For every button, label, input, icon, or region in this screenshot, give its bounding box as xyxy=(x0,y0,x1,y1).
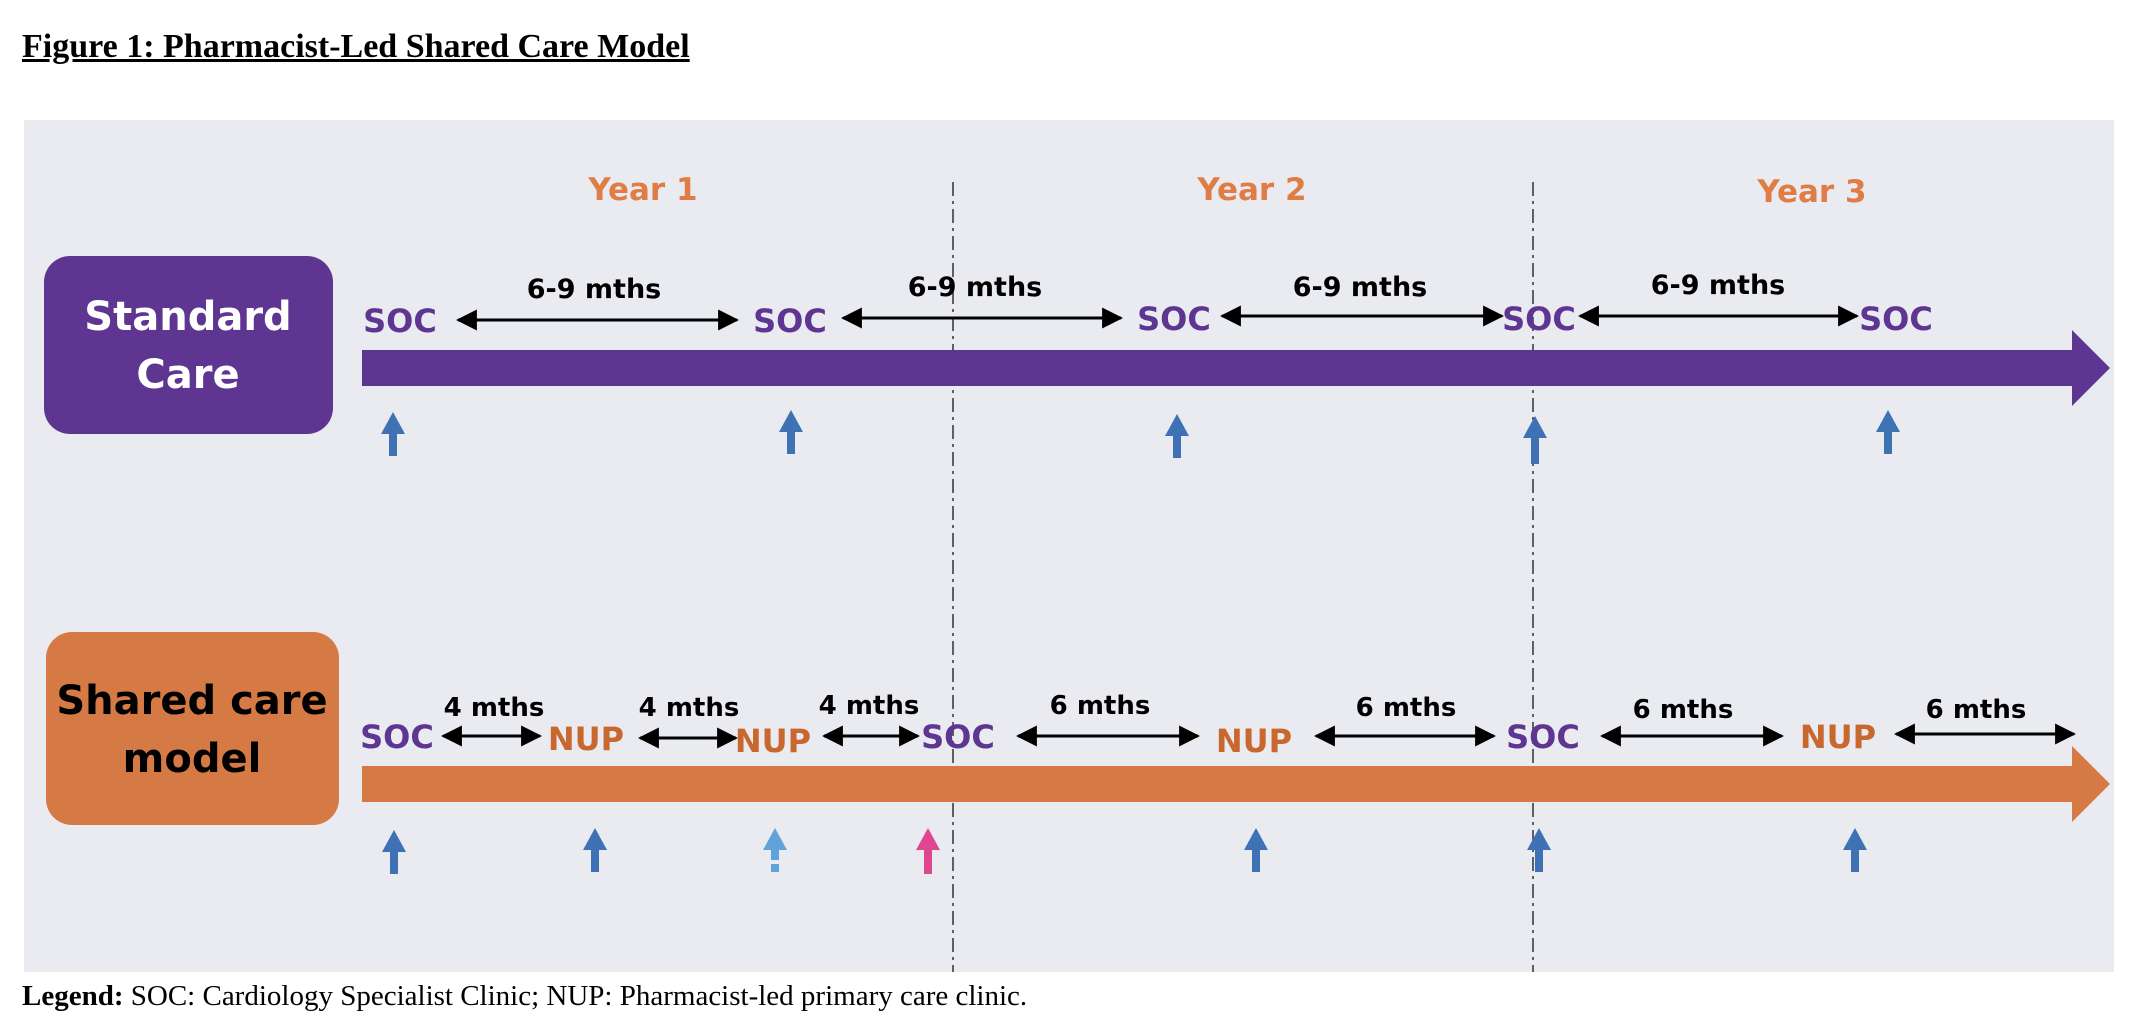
shared-interval-label-4: 6 mths xyxy=(1050,691,1151,721)
standard-care-timeline xyxy=(362,330,2110,406)
shared-care-timeline xyxy=(362,746,2110,822)
shared-interval-label-7: 6 mths xyxy=(1926,695,2027,725)
standard-up-arrow-5 xyxy=(1876,410,1900,454)
shared-up-arrow-5 xyxy=(1244,828,1268,872)
shared-up-arrow-4-pink xyxy=(916,828,940,874)
standard-visit-3: SOC xyxy=(1137,300,1211,338)
legend: Legend: SOC: Cardiology Specialist Clini… xyxy=(22,980,1027,1013)
year-label-2: Year 2 xyxy=(1196,172,1306,208)
shared-interval-label-1: 4 mths xyxy=(444,693,545,723)
standard-visit-4: SOC xyxy=(1502,300,1576,338)
shared-visit-4: SOC xyxy=(921,718,995,756)
shared-visit-3: NUP xyxy=(735,722,811,760)
year-label-3: Year 3 xyxy=(1756,174,1866,210)
shared-up-arrow-7 xyxy=(1843,828,1867,872)
shared-interval-label-5: 6 mths xyxy=(1356,693,1457,723)
legend-label: Legend: xyxy=(22,980,124,1012)
standard-up-arrow-4 xyxy=(1523,416,1547,464)
standard-care-label-line1: Standard xyxy=(84,294,291,340)
shared-visit-6: SOC xyxy=(1506,718,1580,756)
standard-visit-1: SOC xyxy=(363,302,437,340)
diagram-panel xyxy=(24,120,2114,972)
standard-up-arrow-1 xyxy=(381,412,405,456)
shared-up-arrow-6 xyxy=(1527,828,1551,872)
shared-interval-label-2: 4 mths xyxy=(639,693,740,723)
standard-care-box xyxy=(44,256,333,434)
legend-text: SOC: Cardiology Specialist Clinic; NUP: … xyxy=(123,980,1028,1012)
year-label-1: Year 1 xyxy=(587,172,697,208)
shared-up-arrow-1 xyxy=(382,830,406,874)
shared-care-label-line2: model xyxy=(123,736,262,782)
standard-up-arrow-2 xyxy=(779,410,803,454)
standard-interval-label-1: 6-9 mths xyxy=(527,274,662,305)
figure-title: Figure 1: Pharmacist-Led Shared Care Mod… xyxy=(22,28,690,65)
shared-visit-2: NUP xyxy=(548,720,624,758)
shared-visit-5: NUP xyxy=(1216,722,1292,760)
shared-interval-label-6: 6 mths xyxy=(1633,695,1734,725)
standard-up-arrow-3 xyxy=(1165,414,1189,458)
standard-visit-5: SOC xyxy=(1859,300,1933,338)
standard-care-label-line2: Care xyxy=(136,352,239,398)
standard-visit-2: SOC xyxy=(753,302,827,340)
shared-visit-1: SOC xyxy=(360,718,434,756)
standard-interval-label-3: 6-9 mths xyxy=(1293,272,1428,303)
standard-interval-label-4: 6-9 mths xyxy=(1651,270,1786,301)
shared-care-label-line1: Shared care xyxy=(56,678,327,724)
shared-up-arrow-3-dashed xyxy=(763,828,787,872)
shared-up-arrow-2 xyxy=(583,828,607,872)
shared-care-box xyxy=(46,632,339,825)
standard-interval-label-2: 6-9 mths xyxy=(908,272,1043,303)
shared-visit-7: NUP xyxy=(1800,718,1876,756)
shared-interval-label-3: 4 mths xyxy=(819,691,920,721)
